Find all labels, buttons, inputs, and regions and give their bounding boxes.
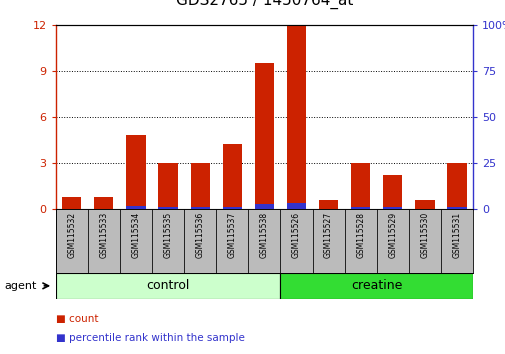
Bar bbox=[440, 209, 472, 273]
Bar bbox=[158, 207, 177, 209]
Text: GSM115530: GSM115530 bbox=[420, 212, 429, 258]
Text: GSM115528: GSM115528 bbox=[356, 212, 365, 258]
Bar bbox=[286, 203, 306, 209]
Bar bbox=[344, 209, 376, 273]
Bar bbox=[190, 207, 210, 209]
Text: GSM115527: GSM115527 bbox=[324, 212, 332, 258]
Bar bbox=[184, 209, 216, 273]
Bar bbox=[222, 144, 241, 209]
Bar bbox=[446, 163, 466, 209]
Bar bbox=[415, 200, 434, 209]
Text: control: control bbox=[146, 279, 189, 292]
Text: GSM115526: GSM115526 bbox=[291, 212, 300, 258]
Bar bbox=[158, 163, 177, 209]
Bar bbox=[120, 209, 152, 273]
Bar bbox=[254, 204, 274, 209]
Text: creatine: creatine bbox=[350, 279, 401, 292]
Bar bbox=[376, 209, 408, 273]
Bar bbox=[152, 209, 184, 273]
Text: GSM115529: GSM115529 bbox=[387, 212, 396, 258]
Text: GSM115535: GSM115535 bbox=[163, 212, 172, 258]
Bar bbox=[286, 25, 306, 209]
Bar bbox=[318, 200, 337, 209]
Bar bbox=[254, 63, 274, 209]
Text: ■ count: ■ count bbox=[56, 314, 98, 324]
Bar bbox=[62, 196, 81, 209]
Bar bbox=[350, 163, 370, 209]
Bar bbox=[190, 163, 210, 209]
Text: GSM115537: GSM115537 bbox=[227, 212, 236, 258]
Text: GSM115533: GSM115533 bbox=[99, 212, 108, 258]
Bar bbox=[87, 209, 120, 273]
Bar bbox=[56, 273, 280, 299]
Text: GDS2765 / 1450764_at: GDS2765 / 1450764_at bbox=[175, 0, 352, 9]
Bar bbox=[126, 206, 145, 209]
Bar bbox=[248, 209, 280, 273]
Text: GSM115538: GSM115538 bbox=[260, 212, 268, 258]
Bar bbox=[312, 209, 344, 273]
Bar bbox=[446, 207, 466, 209]
Text: ■ percentile rank within the sample: ■ percentile rank within the sample bbox=[56, 333, 244, 343]
Text: GSM115532: GSM115532 bbox=[67, 212, 76, 258]
Bar bbox=[126, 135, 145, 209]
Bar bbox=[408, 209, 440, 273]
Text: GSM115536: GSM115536 bbox=[195, 212, 204, 258]
Bar bbox=[350, 207, 370, 209]
Bar bbox=[222, 207, 241, 209]
Text: agent: agent bbox=[4, 281, 36, 291]
Bar bbox=[56, 209, 87, 273]
Bar bbox=[94, 198, 113, 209]
Bar bbox=[280, 273, 472, 299]
Bar bbox=[216, 209, 248, 273]
Bar bbox=[382, 207, 401, 209]
Text: GSM115531: GSM115531 bbox=[451, 212, 461, 258]
Bar bbox=[382, 175, 401, 209]
Bar bbox=[280, 209, 312, 273]
Text: GSM115534: GSM115534 bbox=[131, 212, 140, 258]
